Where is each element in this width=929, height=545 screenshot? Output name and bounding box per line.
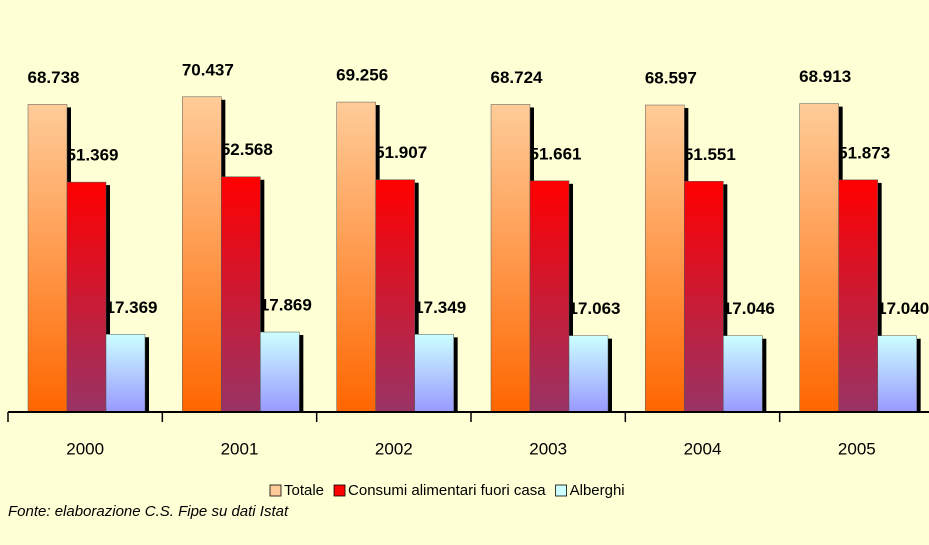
bar-shadow xyxy=(299,335,304,412)
bar-shadow xyxy=(569,183,573,412)
x-tick-label: 2004 xyxy=(684,439,722,458)
bar xyxy=(260,331,300,413)
value-label: 68.913 xyxy=(799,67,851,86)
value-label: 68.724 xyxy=(491,68,544,87)
bar xyxy=(105,334,146,413)
bar-shadow xyxy=(762,338,767,412)
x-tick-label: 2001 xyxy=(221,439,259,458)
value-label: 51.369 xyxy=(67,146,119,165)
value-label: 17.046 xyxy=(723,299,775,318)
value-label: 52.568 xyxy=(221,140,273,159)
bar-shadow xyxy=(608,338,612,412)
value-label: 17.369 xyxy=(106,298,158,317)
bar xyxy=(182,96,222,413)
bar-shadow xyxy=(260,179,265,412)
bar-shadow xyxy=(145,337,149,412)
source-note: Fonte: elaborazione C.S. Fipe su dati Is… xyxy=(8,503,289,520)
bar xyxy=(799,103,839,413)
bar xyxy=(684,181,724,413)
x-tick-label: 2002 xyxy=(375,439,413,458)
value-label: 51.661 xyxy=(530,144,582,163)
value-label: 17.063 xyxy=(569,299,621,318)
legend-swatch xyxy=(269,484,282,497)
bar-shadow xyxy=(414,182,419,412)
x-tick-label: 2000 xyxy=(66,439,104,458)
value-label: 17.869 xyxy=(260,296,312,315)
bar xyxy=(529,180,570,413)
bar xyxy=(838,179,878,413)
bar xyxy=(375,179,415,413)
bar-shadow xyxy=(453,337,458,412)
bar-shadow xyxy=(106,185,110,412)
bar xyxy=(27,104,68,413)
legend-label: Alberghi xyxy=(570,482,625,499)
bar xyxy=(723,335,763,413)
x-tick-label: 2005 xyxy=(838,439,876,458)
bar xyxy=(336,101,376,413)
bar xyxy=(414,334,454,413)
bar xyxy=(877,335,917,413)
bar-shadow xyxy=(916,338,921,412)
value-label: 17.040 xyxy=(877,299,929,318)
value-label: 17.349 xyxy=(414,298,466,317)
legend-swatch xyxy=(333,484,346,497)
value-label: 51.873 xyxy=(838,143,890,162)
bar xyxy=(568,335,609,413)
legend-label: Totale xyxy=(284,482,324,499)
value-label: 69.256 xyxy=(336,66,388,85)
bar xyxy=(221,176,261,413)
legend-swatch xyxy=(555,484,568,497)
bar xyxy=(645,104,685,413)
bar xyxy=(490,104,531,413)
value-label: 51.907 xyxy=(375,143,427,162)
value-label: 68.738 xyxy=(28,68,80,87)
bar xyxy=(66,181,107,413)
value-label: 70.437 xyxy=(182,60,234,79)
legend-label: Consumi alimentari fuori casa xyxy=(348,482,546,499)
x-tick-label: 2003 xyxy=(529,439,567,458)
value-label: 51.551 xyxy=(684,145,736,164)
bar-shadow xyxy=(877,182,882,412)
value-label: 68.597 xyxy=(645,69,697,88)
bar-shadow xyxy=(723,184,728,412)
